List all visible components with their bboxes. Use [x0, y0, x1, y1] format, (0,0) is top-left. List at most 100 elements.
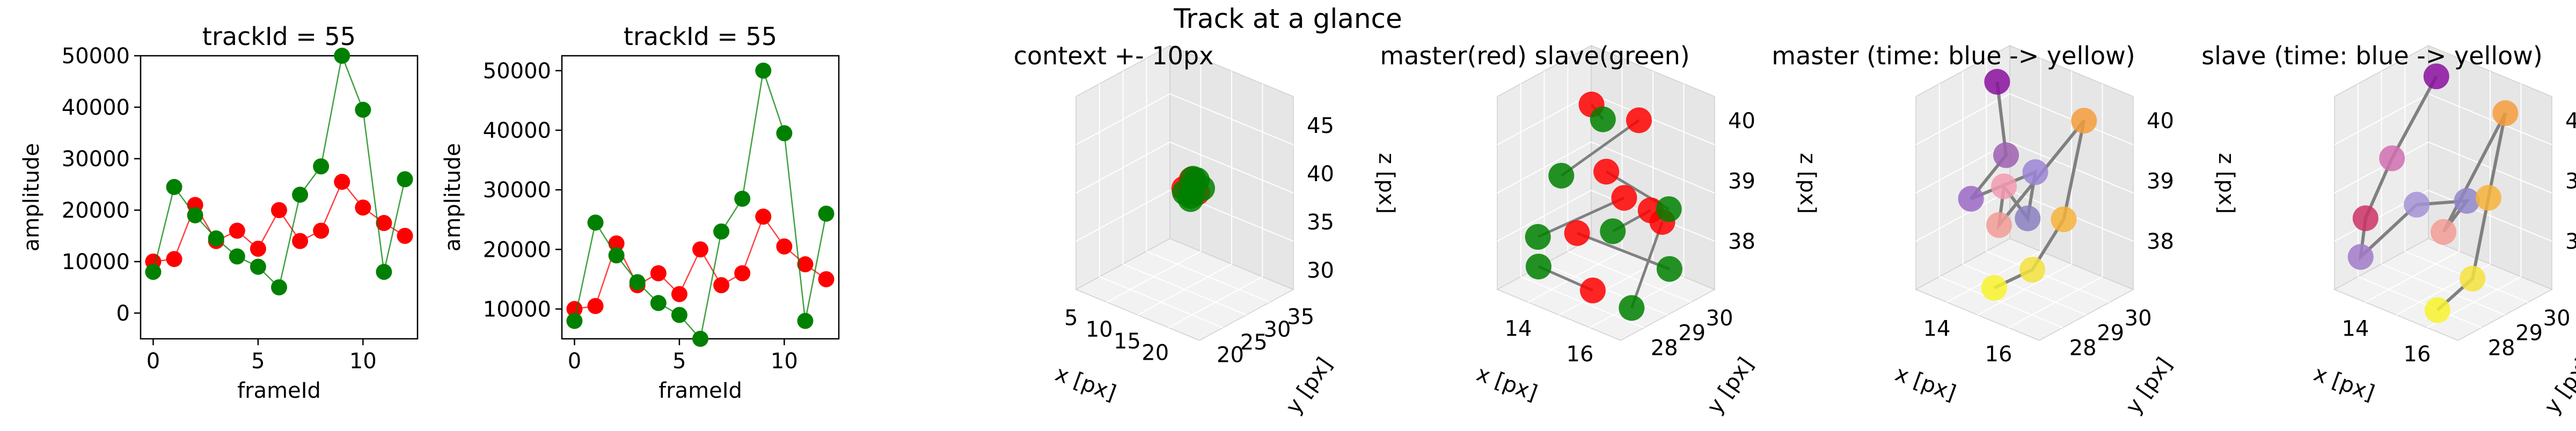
chart-title: master(red) slave(green) — [1380, 41, 1689, 70]
y-tick-label: 0 — [116, 301, 130, 326]
z-tick-label: 39 — [2147, 169, 2174, 194]
y-tick-label: 30 — [2125, 306, 2152, 331]
x-tick-label: 15 — [1114, 329, 1141, 354]
series-2-point — [355, 101, 371, 118]
chart-title: context +- 10px — [1014, 41, 1214, 70]
x-tick-label: 14 — [1923, 317, 1951, 341]
series-1-point — [587, 298, 604, 314]
series-1-point — [713, 277, 730, 293]
z-tick-label: 39 — [2565, 169, 2576, 194]
line-chart-2: trackId = 55 frameId amplitude 0 5 10 10000 200… — [441, 22, 840, 403]
series-2-point — [271, 279, 287, 295]
scatter-point — [1525, 224, 1551, 250]
series-2-point — [671, 307, 687, 323]
figure-suptitle: Track at a glance — [1174, 3, 1402, 34]
scatter-point — [1525, 254, 1552, 280]
series-2-point — [334, 48, 350, 64]
z-tick-label: 40 — [2565, 109, 2576, 133]
y-tick-label: 28 — [2488, 336, 2515, 361]
grid-line — [1497, 93, 1592, 145]
series-2-point — [145, 264, 162, 280]
grid-line — [1915, 93, 2010, 145]
x-tick-label: 20 — [1141, 340, 1169, 365]
y-tick-label: 10000 — [62, 250, 130, 274]
z-tick-label: 40 — [2147, 109, 2174, 133]
x-tick-label: 0 — [568, 349, 581, 374]
y-tick-label: 30000 — [483, 178, 551, 203]
z-tick-label: 40 — [1307, 162, 1334, 187]
y-tick-label: 29 — [1678, 321, 1706, 346]
x-axis-label: x [px] — [1473, 361, 1540, 406]
scatter-point — [1600, 218, 1626, 244]
grid-line — [2428, 93, 2552, 145]
scatter-point — [2431, 219, 2457, 245]
y-tick-label: 40000 — [483, 118, 551, 143]
series-1-point — [818, 271, 835, 287]
series-1-point — [271, 202, 287, 218]
series-2-point — [797, 313, 814, 329]
y-axis-label: amplitude — [19, 143, 44, 251]
series-2-point — [229, 248, 245, 265]
scatter-point — [1184, 167, 1210, 194]
x-axis-label: frameId — [658, 378, 742, 403]
series-2-point — [313, 158, 330, 175]
x-tick-label: 5 — [251, 349, 265, 374]
series-1-point — [776, 238, 793, 255]
scatter-point — [1626, 107, 1652, 133]
series-1-point — [692, 241, 708, 258]
series-1-point — [313, 222, 330, 239]
z-axis-label: z [px] — [2214, 153, 2238, 214]
grid-line — [1497, 142, 1592, 194]
grid-line — [1123, 263, 1247, 316]
scatter-point — [2022, 159, 2048, 185]
series-1-point — [229, 222, 245, 239]
scatter3d-3: master (time: blue -> yellow) 14 16 x [px] 2… — [1772, 41, 2238, 419]
z-axis-label: z [px] — [1795, 153, 1820, 214]
scatter-point — [2071, 108, 2097, 134]
x-tick-label: 5 — [672, 349, 686, 374]
series-2-point — [692, 331, 708, 347]
series-2-point — [629, 274, 646, 291]
grid-line — [2334, 142, 2429, 194]
series-2-point — [713, 223, 730, 240]
scatter-point — [1590, 106, 1616, 132]
scatter-point — [2475, 184, 2501, 211]
series-1-point — [755, 209, 772, 225]
series-2-point — [250, 258, 266, 275]
scatter-point — [1564, 220, 1590, 246]
series-1-point — [355, 199, 371, 216]
series-2-point — [776, 125, 793, 142]
series-1-point — [608, 235, 625, 252]
scatter3d-4: slave (time: blue -> yellow) 14 16 x [px] 28… — [2201, 41, 2576, 419]
series-1-point — [292, 233, 309, 249]
y-axis-label: amplitude — [441, 143, 465, 251]
x-tick-label: 14 — [2342, 317, 2369, 341]
z-tick-label: 35 — [1307, 210, 1334, 235]
series-2-point — [587, 214, 604, 231]
series-2-point — [755, 62, 772, 79]
x-axis-label: x [px] — [2310, 361, 2377, 406]
scatter-point — [1656, 196, 1682, 222]
series-2-point — [376, 264, 392, 280]
scatter-point — [2454, 188, 2480, 214]
grid-line — [1075, 142, 1170, 194]
z-tick-label: 38 — [1728, 229, 1755, 254]
chart-title: slave (time: blue -> yellow) — [2201, 41, 2543, 70]
y-tick-label: 40000 — [62, 95, 130, 120]
z-tick-label: 39 — [1728, 169, 1755, 194]
scatter-point — [1548, 162, 1575, 189]
series-1-point — [797, 256, 814, 273]
series-1-point — [334, 174, 350, 190]
y-tick-label: 50000 — [62, 44, 130, 69]
z-tick-label: 38 — [2565, 229, 2576, 254]
y-axis-label: y [px] — [2121, 353, 2177, 419]
chart-title: trackId = 55 — [202, 22, 356, 51]
z-tick-label: 30 — [1307, 258, 1334, 283]
scatter-point — [2460, 265, 2486, 292]
scatter-point — [1958, 185, 1984, 212]
grid-line — [1168, 276, 1263, 329]
x-tick-label: 16 — [1985, 342, 2012, 367]
x-tick-label: 10 — [771, 349, 798, 374]
track-path — [1630, 221, 1664, 309]
